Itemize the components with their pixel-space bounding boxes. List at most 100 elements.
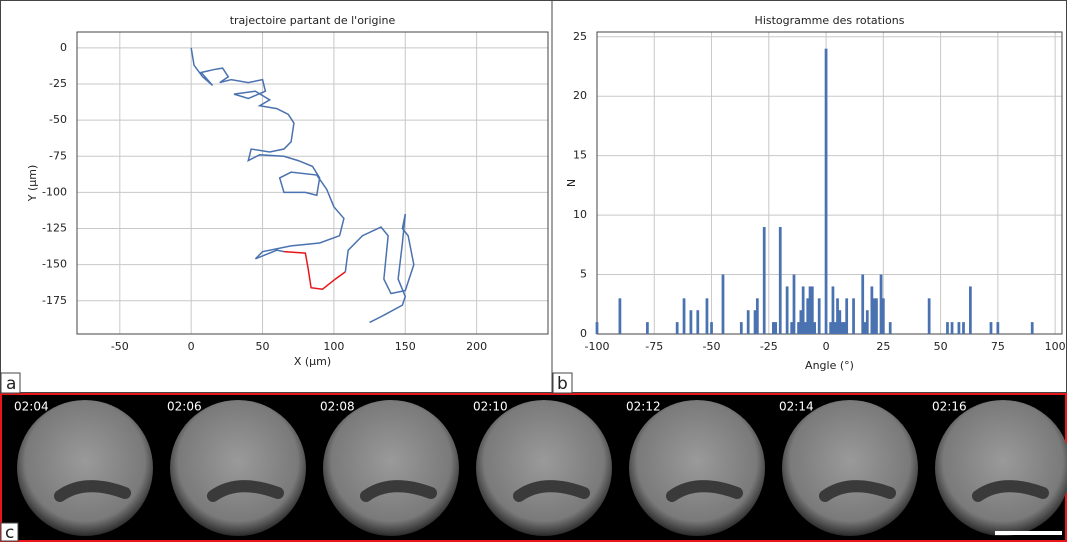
tail — [972, 480, 1049, 502]
panel-label: a — [6, 374, 16, 394]
bar — [831, 286, 835, 334]
bar — [863, 322, 867, 334]
tail — [360, 480, 437, 502]
bar — [689, 310, 693, 334]
x-tick-label: 50 — [934, 340, 948, 353]
bar — [618, 298, 622, 334]
bar — [755, 298, 759, 334]
bar — [950, 322, 954, 334]
bar — [739, 322, 743, 334]
x-tick-label: 0 — [823, 340, 830, 353]
plot-frame — [76, 31, 549, 335]
chart-title: Histogramme des rotations — [755, 14, 905, 27]
x-tick-label: -75 — [645, 340, 663, 353]
y-tick-label: -25 — [49, 77, 67, 90]
y-tick-label: -50 — [49, 113, 67, 126]
bar — [806, 298, 810, 334]
tail — [513, 480, 590, 502]
x-tick-label: -50 — [703, 340, 721, 353]
bar — [682, 298, 686, 334]
bar — [1030, 322, 1034, 334]
bar — [838, 310, 842, 334]
bar — [675, 322, 679, 334]
cell — [170, 400, 306, 536]
trajectory — [283, 250, 346, 290]
label-box — [0, 522, 19, 542]
y-tick-label: 0 — [580, 327, 587, 340]
x-tick-label: 200 — [466, 340, 487, 353]
bar — [813, 322, 816, 334]
y-tick-label: 20 — [573, 89, 587, 102]
bar — [969, 286, 972, 334]
cell — [935, 400, 1067, 536]
bar — [843, 322, 846, 334]
y-axis-label: N — [565, 179, 578, 187]
y-tick-label: 0 — [60, 41, 67, 54]
bar — [872, 298, 876, 334]
y-tick-label: -75 — [49, 149, 67, 162]
cell — [782, 400, 918, 536]
cell — [629, 400, 765, 536]
bar — [888, 322, 892, 334]
frames: 02:04 02:06 02:08 02:10 02:12 02:14 02:16 — [14, 400, 1067, 536]
bar — [875, 298, 878, 334]
bar — [824, 48, 828, 335]
label-box — [0, 372, 21, 394]
tail — [666, 480, 743, 502]
x-axis-label: Angle (°) — [805, 359, 854, 372]
bar — [817, 298, 821, 334]
bar — [996, 322, 1000, 334]
bar — [705, 298, 709, 334]
bar — [861, 274, 865, 334]
timestamp: 02:04 — [14, 400, 49, 414]
bar — [810, 286, 814, 334]
cell — [17, 400, 153, 536]
x-tick-label: -50 — [111, 340, 129, 353]
cell — [323, 400, 459, 536]
y-tick-label: 5 — [580, 268, 587, 281]
bar — [845, 298, 849, 334]
bar — [881, 298, 885, 334]
trajectory — [344, 213, 415, 324]
tail — [207, 480, 284, 502]
bar — [989, 322, 993, 334]
x-tick-label: 75 — [991, 340, 1005, 353]
timestamp: 02:10 — [473, 400, 508, 414]
y-tick-label: 10 — [573, 208, 587, 221]
bar — [753, 310, 757, 334]
bar — [595, 322, 599, 334]
bar — [710, 322, 713, 334]
bar — [799, 310, 803, 334]
y-axis-label: Y (µm) — [26, 165, 39, 203]
timestamp: 02:06 — [167, 400, 202, 414]
y-tick-label: -150 — [42, 258, 67, 271]
bar — [927, 298, 931, 334]
bar — [792, 274, 796, 334]
y-tick-label: 15 — [573, 149, 587, 162]
bar — [721, 274, 725, 334]
bar — [646, 322, 649, 334]
bar — [772, 322, 775, 334]
timestamp: 02:12 — [626, 400, 661, 414]
bar — [808, 286, 812, 334]
bar — [962, 322, 965, 334]
x-tick-label: 100 — [1045, 340, 1066, 353]
y-tick-label: 25 — [573, 30, 587, 43]
y-tick-label: -100 — [42, 185, 67, 198]
timestamp: 02:16 — [932, 400, 967, 414]
label-box — [552, 372, 573, 394]
bar — [801, 286, 805, 334]
bar — [778, 226, 782, 334]
panel-label: b — [557, 374, 568, 394]
bar — [865, 310, 869, 334]
bar — [829, 322, 833, 334]
bar — [840, 322, 844, 334]
timestamp: 02:14 — [779, 400, 814, 414]
bar — [762, 226, 766, 334]
tail — [819, 480, 896, 502]
x-tick-label: -100 — [585, 340, 610, 353]
bar — [957, 322, 961, 334]
panel-label: c — [5, 523, 14, 542]
x-axis-label: X (µm) — [294, 355, 331, 368]
